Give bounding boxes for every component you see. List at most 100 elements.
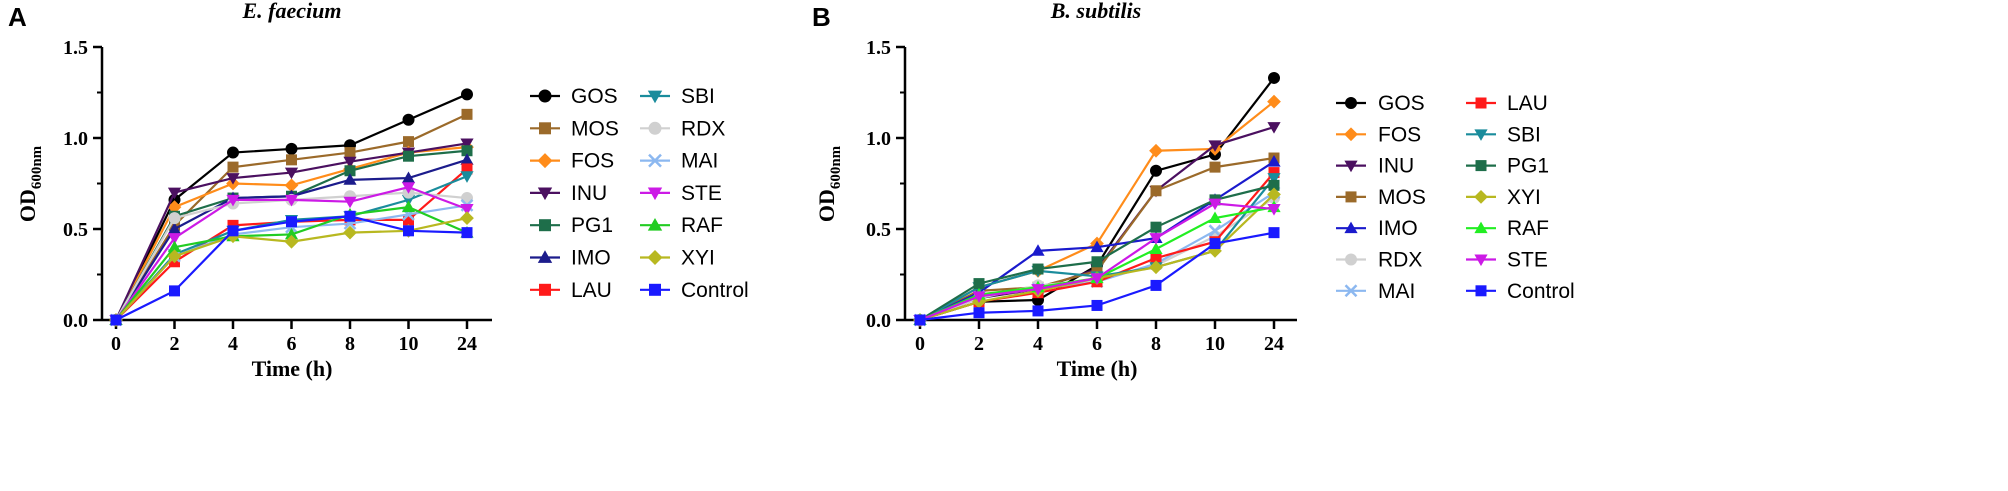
x-tick-label: 0 <box>111 333 121 355</box>
data-point <box>226 194 240 207</box>
data-point <box>460 171 474 183</box>
legend-marker <box>539 122 551 135</box>
legend-marker <box>537 153 553 169</box>
x-tick-label: 4 <box>1033 333 1043 355</box>
data-point <box>167 249 182 264</box>
legend-label: INU <box>1378 155 1414 178</box>
series-control <box>914 227 1280 326</box>
data-point <box>1208 224 1222 238</box>
x-axis-label: Time (h) <box>252 356 333 381</box>
legend-label: Control <box>681 279 749 302</box>
legend-label: INU <box>571 182 607 205</box>
data-point <box>461 163 473 175</box>
data-point <box>167 240 182 253</box>
legend-label: RAF <box>1507 217 1549 240</box>
legend-label: SBI <box>1507 123 1541 146</box>
legend-label: GOS <box>1378 92 1425 115</box>
data-point <box>461 108 473 120</box>
x-axis-label: Time (h) <box>1057 356 1138 381</box>
data-point <box>402 113 415 126</box>
legend-marker <box>539 219 551 232</box>
legend-item-lau: LAU <box>1466 92 1548 115</box>
legend-marker <box>1344 284 1358 298</box>
x-tick-label: 6 <box>287 333 297 355</box>
data-point <box>1031 244 1045 256</box>
y-tick-label: 1.0 <box>63 128 88 150</box>
data-point <box>973 307 985 319</box>
data-point <box>110 314 122 326</box>
series-rdx <box>110 186 473 326</box>
data-point <box>1149 260 1163 275</box>
x-tick-label: 10 <box>399 333 419 355</box>
legend-item-gos: GOS <box>530 85 618 108</box>
y-tick-label: 0.5 <box>63 219 88 241</box>
data-point <box>284 178 299 193</box>
y-axis-label: OD600nm <box>814 145 844 222</box>
legend-item-fos: FOS <box>1336 123 1421 146</box>
legend-label: MOS <box>1378 186 1426 209</box>
data-point <box>1208 198 1222 211</box>
legend-marker <box>649 283 661 296</box>
x-tick-label: 2 <box>170 333 180 355</box>
legend-marker <box>539 283 551 296</box>
y-tick-label: 0.5 <box>866 219 891 241</box>
data-point <box>344 210 356 222</box>
data-point <box>1267 187 1281 202</box>
legend-marker <box>648 153 662 168</box>
legend-item-xyi: XYI <box>640 247 715 270</box>
data-point <box>1268 179 1280 191</box>
data-point <box>461 88 473 101</box>
legend-marker <box>647 90 663 104</box>
legend-label: MAI <box>681 150 718 173</box>
legend-item-xyi: XYI <box>1466 186 1541 209</box>
data-point <box>343 196 357 209</box>
legend-label: IMO <box>1378 217 1418 240</box>
data-point <box>343 173 357 185</box>
legend-item-raf: RAF <box>640 214 723 237</box>
legend-marker <box>1345 191 1357 203</box>
data-point <box>284 234 299 249</box>
data-point <box>401 182 416 194</box>
y-tick-label: 0.0 <box>63 310 88 332</box>
x-tick-label: 24 <box>1264 333 1284 355</box>
legend-label: XYI <box>681 247 715 270</box>
x-tick-label: 4 <box>228 333 238 355</box>
legend-label: MAI <box>1378 280 1415 303</box>
panel-letter: B <box>812 2 831 32</box>
legend-marker <box>647 250 663 265</box>
legend-label: LAU <box>1507 92 1548 115</box>
data-point <box>343 156 357 169</box>
legend-marker <box>537 250 553 263</box>
data-point <box>1149 143 1163 158</box>
panel-letter: A <box>8 2 27 32</box>
legend-item-imo: IMO <box>530 247 611 270</box>
legend-item-ste: STE <box>1466 249 1548 272</box>
data-point <box>1091 256 1103 268</box>
legend-item-control: Control <box>640 279 749 302</box>
legend-item-pg1: PG1 <box>1466 155 1549 178</box>
data-point <box>167 200 182 215</box>
data-point <box>1150 164 1162 177</box>
data-point <box>1150 252 1162 264</box>
data-point <box>1268 71 1280 84</box>
data-point <box>973 278 985 290</box>
data-point <box>1267 122 1281 134</box>
x-tick-label: 6 <box>1092 333 1102 355</box>
legend-marker <box>648 121 662 135</box>
y-tick-label: 1.5 <box>63 37 88 59</box>
legend-marker <box>647 218 663 231</box>
legend-marker <box>1475 97 1487 109</box>
legend-marker <box>1474 190 1488 204</box>
data-point <box>403 150 414 162</box>
data-point <box>1032 263 1044 275</box>
data-point <box>167 222 182 234</box>
data-point <box>1091 299 1103 311</box>
data-point <box>401 200 416 213</box>
series-gos <box>914 71 1280 326</box>
legend-label: LAU <box>571 279 612 302</box>
y-tick-label: 1.5 <box>866 37 891 59</box>
legend-label: PG1 <box>1507 155 1549 178</box>
legend-item-mai: MAI <box>640 150 718 173</box>
data-point <box>1208 140 1222 152</box>
